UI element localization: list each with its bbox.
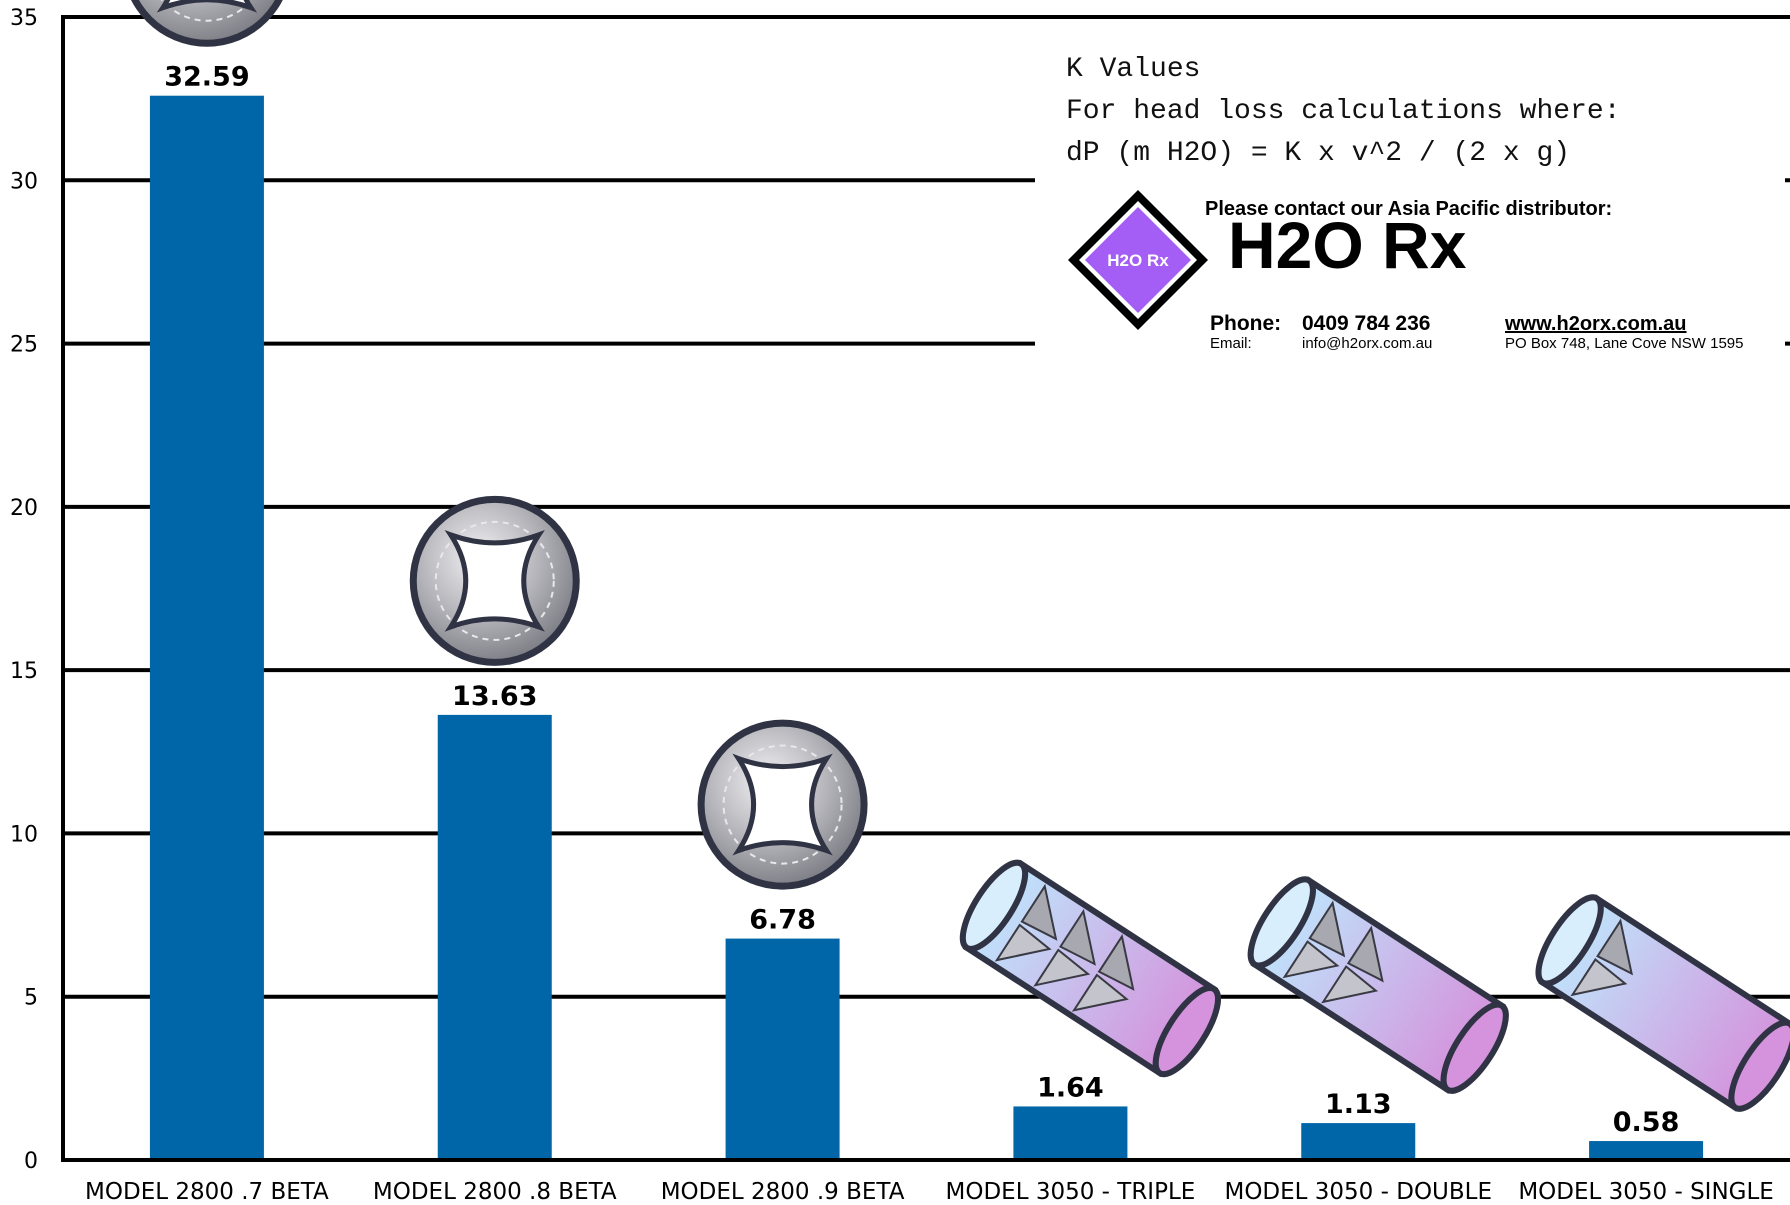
pipe-vane <box>1570 958 1628 997</box>
logo-email[interactable]: info@h2orx.com.au <box>1302 335 1432 352</box>
pipe-vane <box>1346 925 1384 983</box>
data-label: 6.78 <box>749 905 816 936</box>
annotation-line-3: dP (m H2O) = K x v^2 / (2 x g) <box>1066 138 1570 169</box>
annotation-panel: K Values For head loss calculations wher… <box>1035 42 1785 377</box>
pipe-vane <box>1059 908 1096 966</box>
pipe-vane <box>1321 965 1379 1004</box>
y-tick-label: 5 <box>24 986 38 1011</box>
logo-badge-text: H2O Rx <box>1107 251 1169 270</box>
double-vane-pipe-icon <box>1247 876 1509 1094</box>
x-tick-label: MODEL 2800 .7 BETA <box>85 1179 329 1205</box>
pipe-vane <box>1308 900 1346 958</box>
logo-phone: 0409 784 236 <box>1302 312 1430 335</box>
pipe-inlet <box>1535 894 1604 987</box>
logo-website-link[interactable]: www.h2orx.com.au <box>1504 313 1687 335</box>
logo-brand: H2O Rx <box>1228 208 1467 282</box>
logo-diamond-fill <box>1085 207 1191 313</box>
pipe-vane <box>1033 948 1091 987</box>
data-labels: 32.59 13.63 6.78 1.64 1.13 0.58 <box>164 62 1679 1138</box>
data-label: 0.58 <box>1613 1107 1680 1138</box>
plate-dashed-ring <box>160 0 254 22</box>
y-tick-label: 0 <box>24 1149 38 1174</box>
plate-dashed-ring <box>434 520 555 641</box>
y-tick-label: 25 <box>10 333 38 358</box>
logo-headline: Please contact our Asia Pacific distribu… <box>1205 198 1612 220</box>
distributor-logo[interactable]: H2O Rx Please contact our Asia Pacific d… <box>1068 190 1743 352</box>
y-axis-ticks: 0 5 10 15 20 25 30 35 <box>10 6 38 1174</box>
pipe-end-cap <box>1152 985 1222 1078</box>
bar <box>1589 1141 1704 1160</box>
single-vane-pipe-icon <box>1535 894 1790 1112</box>
pipe-vane <box>1282 940 1340 979</box>
axes <box>61 15 1790 1162</box>
pipe-vane <box>1596 918 1634 976</box>
annotation-line-2: For head loss calculations where: <box>1066 96 1621 127</box>
plate-opening <box>732 753 833 856</box>
plate-opening <box>156 0 258 13</box>
pipe-inlet <box>1247 876 1316 969</box>
data-label: 1.64 <box>1037 1072 1104 1103</box>
bar <box>725 938 840 1160</box>
y-tick-label: 30 <box>10 169 38 194</box>
pipe-vane <box>1020 883 1058 941</box>
y-tick-label: 15 <box>10 659 38 684</box>
x-tick-label: MODEL 2800 .8 BETA <box>373 1179 617 1205</box>
orifice-plate-icon <box>131 0 283 47</box>
x-tick-label: MODEL 2800 .9 BETA <box>661 1179 905 1205</box>
x-axis-categories: MODEL 2800 .7 BETA MODEL 2800 .8 BETA MODE… <box>85 1179 1774 1205</box>
x-tick-label: MODEL 3050 - SINGLE <box>1518 1179 1774 1205</box>
bar <box>437 714 552 1160</box>
logo-address: PO Box 748, Lane Cove NSW 1595 <box>1505 335 1743 352</box>
plate-dashed-ring <box>722 744 843 865</box>
triple-vane-pipe-icon <box>959 859 1222 1078</box>
logo-email-label: Email: <box>1210 335 1252 352</box>
pipe-vane <box>994 923 1052 962</box>
pipe-vane <box>1097 933 1135 991</box>
data-label: 13.63 <box>452 681 537 712</box>
y-tick-label: 20 <box>10 496 38 521</box>
y-tick-label: 10 <box>10 822 38 847</box>
data-label: 1.13 <box>1325 1089 1392 1120</box>
pipe-inlet <box>959 859 1029 952</box>
y-tick-label: 35 <box>10 6 38 31</box>
x-tick-label: MODEL 3050 - TRIPLE <box>946 1179 1196 1205</box>
bar <box>149 95 264 1160</box>
pipe-end-cap <box>1440 1001 1509 1094</box>
orifice-plate-icon <box>409 495 580 666</box>
product-icons <box>131 0 1790 1112</box>
annotation-background <box>1035 42 1785 377</box>
bar <box>1301 1123 1416 1160</box>
annotation-line-1: K Values <box>1066 54 1200 85</box>
plate-opening <box>444 529 545 632</box>
orifice-plate-icon <box>697 719 868 890</box>
x-tick-label: MODEL 3050 - DOUBLE <box>1224 1179 1492 1205</box>
bars <box>149 95 1704 1160</box>
pipe-vane <box>1071 973 1129 1012</box>
gridlines <box>63 15 1790 999</box>
bar <box>1013 1106 1128 1160</box>
logo-phone-label: Phone: <box>1210 312 1281 335</box>
data-label: 32.59 <box>164 62 249 93</box>
